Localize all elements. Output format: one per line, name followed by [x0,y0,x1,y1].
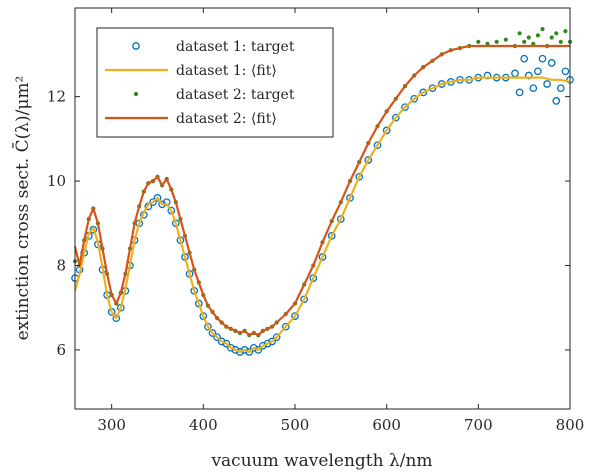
data-point [529,84,538,93]
data-point [515,88,524,97]
data-point [300,295,309,304]
data-point [556,84,565,93]
data-point [236,348,244,356]
legend: dataset 1: target dataset 1: ⟨fit⟩ dataset… [96,27,334,138]
data-point [112,314,121,323]
data-point [355,172,364,181]
data-point [231,346,240,354]
data-point [263,339,272,348]
series-layer [71,27,574,356]
data-point [346,194,354,202]
data-point [543,80,551,88]
legend-label: dataset 1: ⟨fit⟩ [176,63,277,79]
x-tick-label: 400 [189,416,218,434]
data-point [561,67,570,76]
legend-swatch-marker [133,91,139,97]
data-point [281,322,290,331]
data-point [254,346,263,354]
x-tick-label: 700 [464,416,493,434]
x-tick-label: 600 [372,416,401,434]
data-point [217,337,226,346]
data-point [503,37,508,42]
data-point [240,346,249,354]
series-line [73,44,570,337]
legend-label: dataset 1: target [176,39,295,55]
plot-frame [74,7,571,410]
data-point [476,39,481,44]
x-tick-label: 500 [281,416,310,434]
data-point [520,54,529,63]
data-point [526,35,531,40]
data-point [291,312,299,320]
data-point [153,194,162,202]
data-point [149,198,157,207]
legend-entry: dataset 2: target [133,87,295,103]
data-point [373,141,382,150]
data-point [522,39,527,44]
data-point [245,348,254,356]
data-point [327,232,336,240]
data-point [249,343,258,352]
series-dataset-1-fit [73,76,571,354]
legend-entries: dataset 1: target dataset 1: ⟨fit⟩ dataset… [105,39,295,127]
data-point [382,126,391,135]
data-point [563,29,568,34]
data-point [401,103,409,112]
legend-label: dataset 2: ⟨fit⟩ [176,111,277,127]
data-point [538,54,547,63]
data-point [204,322,212,331]
data-point [517,31,522,36]
legend-label: dataset 2: target [176,87,295,103]
axis-layer: 300 400 500 600 700 800 6 8 10 12 [47,8,584,434]
data-point [428,84,437,93]
data-point [554,31,559,36]
data-point [259,341,267,350]
data-point [272,333,281,342]
y-axis-title: extinction cross sect. C̄(λ)/μm² [11,76,33,341]
legend-entry: dataset 1: ⟨fit⟩ [105,63,277,79]
y-tick-label: 8 [56,256,66,274]
series-dataset-2-fit [73,44,570,337]
x-tick-label: 300 [97,416,126,434]
data-point [213,333,221,342]
data-point [558,39,563,44]
data-point [336,215,345,223]
x-axis-title: vacuum wavelength λ/nm [210,451,432,470]
data-point [391,113,400,122]
data-point [268,337,276,346]
data-point [534,67,542,76]
data-point [226,343,235,352]
legend-entry: dataset 1: target [132,39,295,55]
legend-swatch-marker [132,42,140,50]
y-tick-label: 6 [56,341,66,359]
series-line [73,76,571,354]
data-point [419,88,428,97]
data-point [552,97,561,105]
data-point [540,27,545,32]
data-point [494,39,499,44]
data-point [547,59,556,67]
data-point [222,339,231,348]
data-point [309,274,318,282]
y-tick-label: 10 [47,172,66,190]
data-point [524,71,533,80]
data-point [364,156,373,164]
data-point [410,94,419,103]
data-point [535,33,541,38]
data-point [318,253,327,261]
data-point [549,35,554,40]
legend-entry: dataset 2: ⟨fit⟩ [105,111,277,127]
data-point [208,329,217,337]
x-tick-label: 800 [556,416,585,434]
y-tick-label: 12 [47,88,66,106]
data-point [483,71,492,80]
